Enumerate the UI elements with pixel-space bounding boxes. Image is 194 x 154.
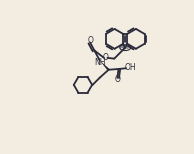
Text: OH: OH bbox=[124, 63, 136, 72]
Text: O: O bbox=[87, 36, 93, 45]
Text: NH: NH bbox=[94, 58, 106, 67]
Text: O: O bbox=[102, 53, 108, 62]
Text: O: O bbox=[114, 75, 120, 85]
Text: Abs: Abs bbox=[120, 45, 130, 50]
Polygon shape bbox=[100, 61, 110, 71]
